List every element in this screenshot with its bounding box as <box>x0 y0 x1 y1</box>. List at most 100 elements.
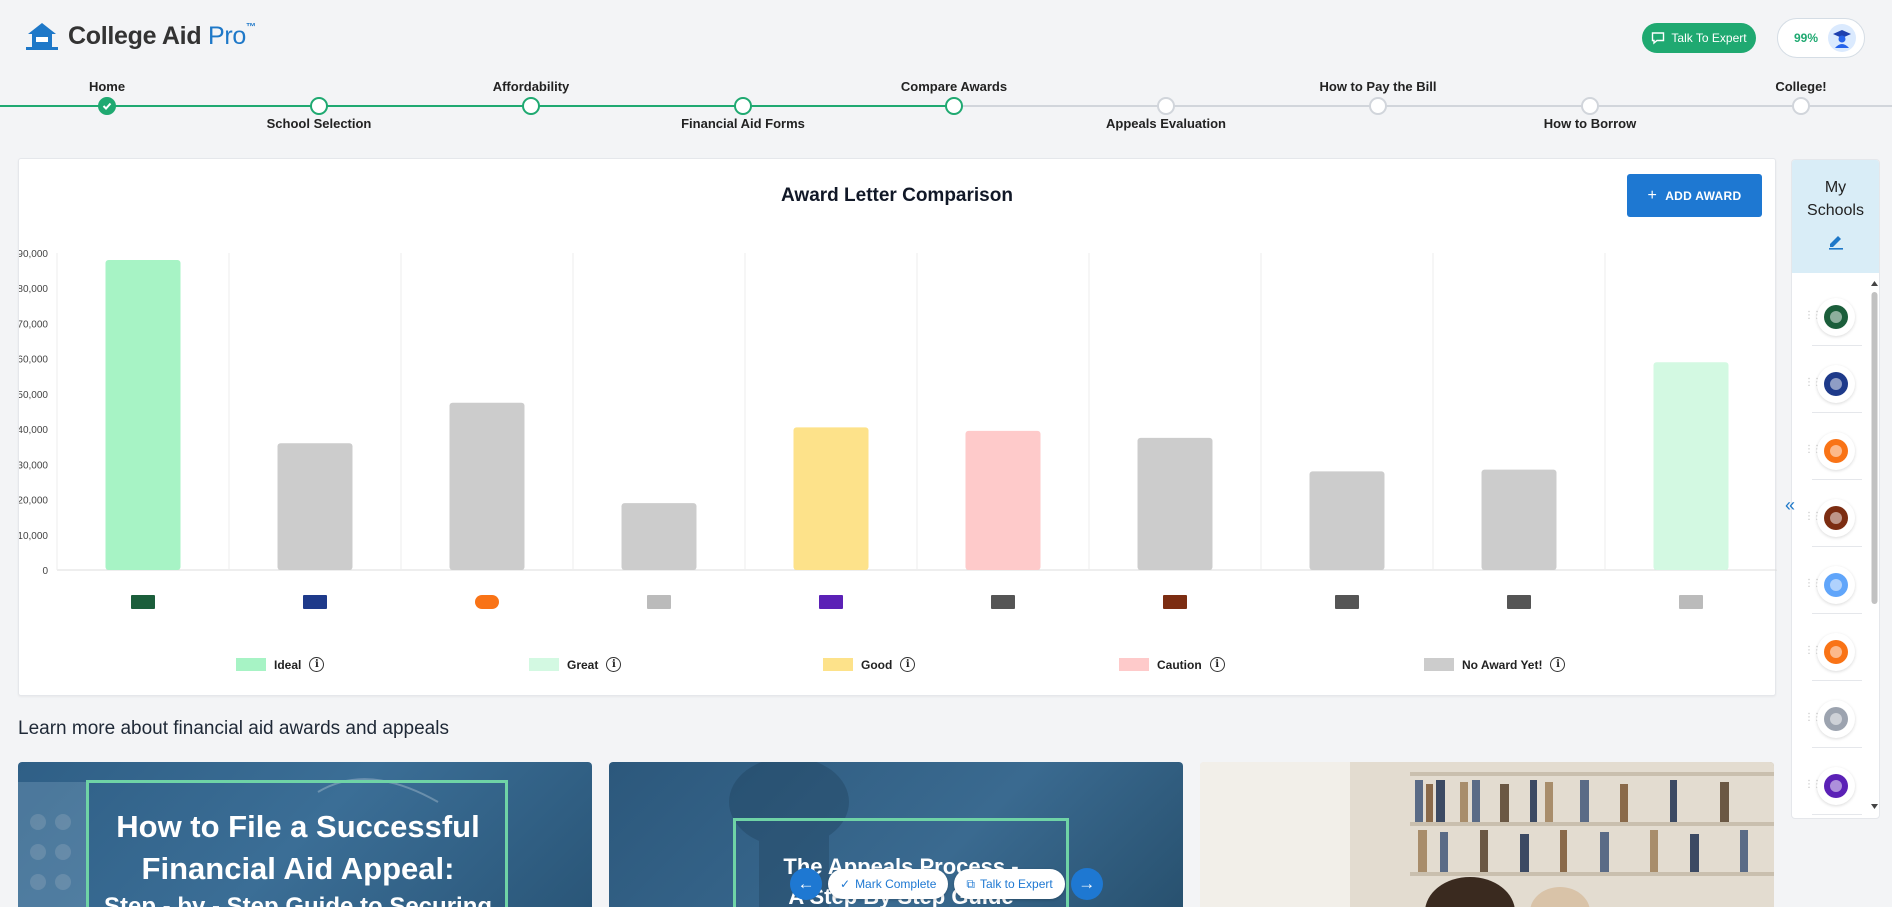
step-7[interactable]: How to Borrow <box>1490 76 1690 136</box>
y-tick-label: 90,000 <box>19 249 48 260</box>
bar-4 <box>793 427 869 570</box>
drag-handle-icon[interactable]: ⋮⋮ <box>1804 779 1822 790</box>
mark-complete-label: Mark Complete <box>855 877 937 891</box>
divider <box>1812 747 1862 748</box>
app-header: College Aid Pro™ Talk To Expert 99% <box>0 0 1892 72</box>
edit-pencil-icon[interactable] <box>1827 232 1845 255</box>
collapse-sidebar-icon[interactable]: « <box>1785 495 1796 515</box>
step-5[interactable]: Appeals Evaluation <box>1066 76 1266 136</box>
legend-item: Caution i <box>1119 657 1225 672</box>
info-icon[interactable]: i <box>309 657 325 672</box>
y-tick-label: 20,000 <box>19 496 48 507</box>
x-school-logo-icon <box>1163 595 1187 609</box>
divider <box>1812 613 1862 614</box>
my-schools-sidebar: My Schools ⋮⋮ ⋮⋮ ⋮⋮ ⋮⋮ ⋮⋮ ⋮⋮ ⋮⋮ ⋮⋮ <box>1791 159 1880 819</box>
my-schools-header: My Schools <box>1792 160 1879 273</box>
step-dot <box>310 97 328 115</box>
stressed-student-background-image <box>729 762 849 907</box>
x-school-logo-icon <box>475 595 499 609</box>
legend-swatch <box>823 658 853 671</box>
drag-handle-icon[interactable]: ⋮⋮ <box>1804 511 1822 522</box>
check-icon: ✓ <box>840 877 851 891</box>
house-logo-icon <box>26 23 58 50</box>
y-tick-label: 50,000 <box>19 390 48 401</box>
legend-item: No Award Yet! i <box>1424 657 1566 672</box>
school-item[interactable]: ⋮⋮ <box>1792 554 1879 614</box>
previous-arrow-icon[interactable]: ← <box>790 868 822 900</box>
x-school-logo-icon <box>1335 595 1359 609</box>
step-label: Appeals Evaluation <box>1106 116 1226 131</box>
progress-profile-pill[interactable]: 99% <box>1777 18 1865 58</box>
x-school-logo-icon <box>1507 595 1531 609</box>
step-dot <box>1157 97 1175 115</box>
holycross-logo-icon <box>1817 767 1855 805</box>
x-school-logo-icon <box>303 595 327 609</box>
info-icon[interactable]: i <box>900 657 916 672</box>
divider <box>1812 814 1862 815</box>
bar-1 <box>277 443 353 570</box>
school-item[interactable]: ⋮⋮ <box>1792 487 1879 547</box>
legend-label: No Award Yet! <box>1462 657 1543 672</box>
talk-to-expert-label: Talk To Expert <box>1671 31 1747 45</box>
award-comparison-panel: Award Letter Comparison + ADD AWARD 0 10,… <box>18 158 1777 696</box>
chat-bubble-icon <box>1652 32 1665 45</box>
calculator-background-image <box>18 778 439 907</box>
card-title: How to File a Successful Financial Aid A… <box>103 809 493 907</box>
drag-handle-icon[interactable]: ⋮⋮ <box>1804 578 1822 589</box>
bar-3 <box>621 503 697 570</box>
step-label: School Selection <box>266 116 372 131</box>
school-item[interactable]: ⋮⋮ <box>1792 286 1879 346</box>
y-tick-label: 40,000 <box>19 425 48 436</box>
school-item[interactable]: ⋮⋮ <box>1792 621 1879 681</box>
mark-complete-button[interactable]: ✓ Mark Complete <box>828 869 949 899</box>
bar-2 <box>449 402 525 570</box>
progress-stepper: Home School Selection Affordability Financi… <box>0 76 1892 136</box>
school-item[interactable]: ⋮⋮ <box>1792 755 1879 815</box>
talk-to-expert-float-button[interactable]: ⧉ Talk to Expert <box>954 869 1065 899</box>
info-icon[interactable]: i <box>1209 657 1225 672</box>
drag-handle-icon[interactable]: ⋮⋮ <box>1804 444 1822 455</box>
school-item[interactable]: ⋮⋮ <box>1792 688 1879 748</box>
step-1[interactable]: School Selection <box>219 76 419 136</box>
school-item[interactable]: ⋮⋮ <box>1792 420 1879 480</box>
step-dot <box>734 97 752 115</box>
x-school-logo-icon <box>819 595 843 609</box>
sidebar-scrollbar[interactable] <box>1870 280 1879 810</box>
drag-handle-icon[interactable]: ⋮⋮ <box>1804 377 1822 388</box>
divider <box>1812 680 1862 681</box>
step-8[interactable]: College! <box>1701 76 1892 136</box>
info-icon[interactable]: i <box>606 657 622 672</box>
article-card-library[interactable] <box>1200 762 1774 907</box>
bar-9 <box>1653 362 1729 570</box>
chart-legend: Ideal i Great i Good i Caution i No Award Yet! i <box>19 657 1777 677</box>
library-bookshelf-image <box>1200 762 1774 907</box>
step-dot <box>1581 97 1599 115</box>
article-card-appeal-guide[interactable]: How to File a Successful Financial Aid A… <box>18 762 592 907</box>
step-check-icon <box>98 97 116 115</box>
bar-0 <box>105 260 181 570</box>
step-4[interactable]: Compare Awards <box>854 76 1054 136</box>
legend-item: Great i <box>529 657 622 672</box>
drag-handle-icon[interactable]: ⋮⋮ <box>1804 712 1822 723</box>
step-label: Financial Aid Forms <box>681 116 805 131</box>
step-6[interactable]: How to Pay the Bill <box>1278 76 1478 136</box>
plus-icon: + <box>1647 186 1658 204</box>
legend-item: Ideal i <box>236 657 325 672</box>
talk-to-expert-button[interactable]: Talk To Expert <box>1642 23 1756 53</box>
info-icon[interactable]: i <box>1550 657 1566 672</box>
school-item[interactable]: ⋮⋮ <box>1792 353 1879 413</box>
add-award-button[interactable]: + ADD AWARD <box>1627 174 1762 217</box>
app-logo[interactable]: College Aid Pro™ <box>24 20 256 52</box>
drag-handle-icon[interactable]: ⋮⋮ <box>1804 645 1822 656</box>
drag-handle-icon[interactable]: ⋮⋮ <box>1804 310 1822 321</box>
lafayette-logo-icon <box>1817 499 1855 537</box>
divider <box>1812 345 1862 346</box>
ri-logo-icon <box>1817 365 1855 403</box>
x-school-logo-icon <box>991 595 1015 609</box>
next-arrow-icon[interactable]: → <box>1070 868 1103 900</box>
step-2[interactable]: Affordability <box>431 76 631 136</box>
step-0[interactable]: Home <box>7 76 207 136</box>
y-tick-label: 10,000 <box>19 531 48 542</box>
step-label: College! <box>1775 79 1827 94</box>
step-3[interactable]: Financial Aid Forms <box>643 76 843 136</box>
